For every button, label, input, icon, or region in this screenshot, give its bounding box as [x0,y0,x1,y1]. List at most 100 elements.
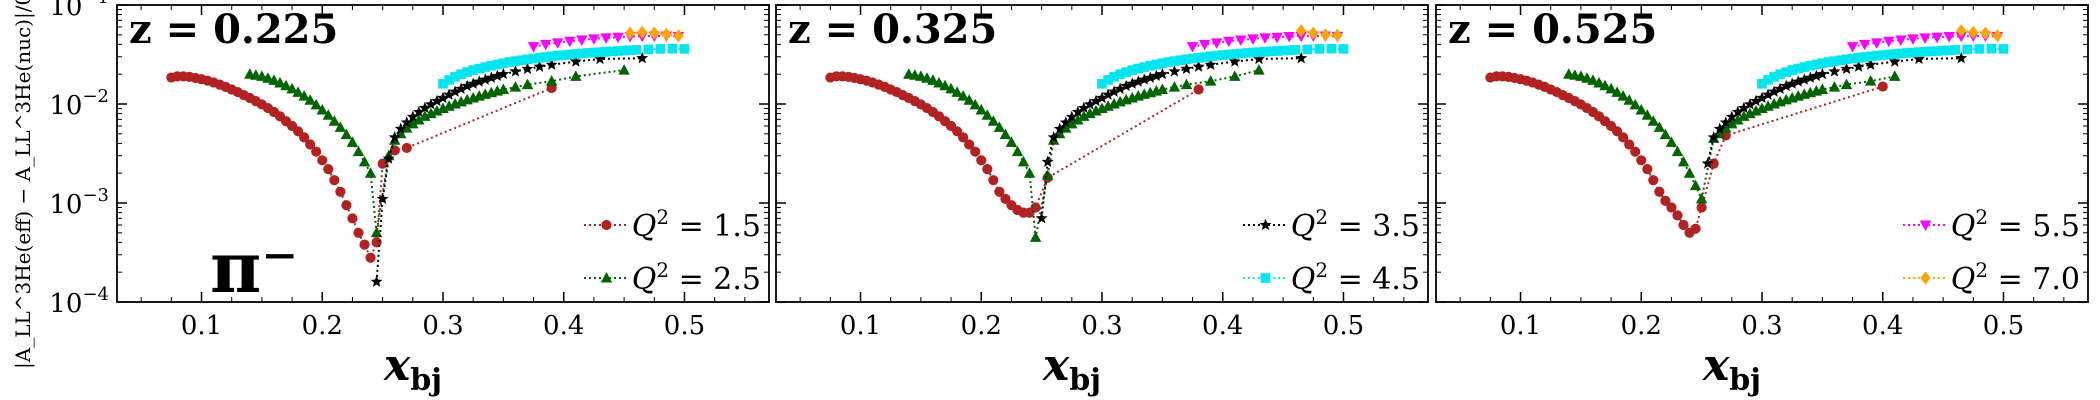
series-line [375,57,643,282]
data-point [1083,98,1096,110]
data-point [612,32,624,44]
data-point [945,82,957,94]
data-point [364,167,377,178]
data-point [1846,42,1859,53]
x-axis-label: xbj [1042,340,1101,398]
data-point [1653,121,1666,132]
legend-label: Q2 = 7.0 [1951,258,2080,297]
x-tick-label: 0.5 [664,311,705,341]
data-point [552,38,564,49]
data-point [376,192,389,204]
series-1 [1485,71,1888,238]
data-point [497,83,510,95]
x-tick-label: 0.2 [302,311,343,341]
axes-frame [1435,4,2089,303]
data-point [1671,145,1684,157]
data-point [1193,84,1204,95]
data-point [976,155,987,166]
data-point [631,45,641,55]
legend-marker [600,272,613,283]
data-point [1623,94,1635,105]
x-tick-label: 0.1 [181,311,222,341]
data-point [981,109,993,120]
data-point [1581,72,1593,83]
data-point [1647,115,1660,126]
data-point [1035,212,1048,224]
data-point [939,79,951,91]
data-point [1599,79,1611,91]
data-point [1302,44,1313,55]
data-point [999,128,1012,140]
x-tick-label: 0.4 [1202,311,1243,341]
axes-frame [116,4,770,303]
series-2 [903,64,1265,242]
x-tick-label: 0.1 [840,311,881,341]
data-point [1677,155,1690,167]
data-point [1011,145,1024,157]
data-point [1980,26,1991,40]
data-point [957,90,969,101]
data-point [359,239,370,250]
data-point [1877,81,1888,92]
data-point [1678,219,1689,231]
data-point [1852,60,1865,72]
x-tick-label: 0.5 [1323,311,1364,341]
data-point [473,75,486,87]
data-point [1792,75,1805,87]
data-point [1648,175,1659,186]
series-6 [1956,24,2003,43]
data-point [1666,202,1677,213]
data-point [328,115,341,126]
data-point [982,164,993,175]
y-axis-label: |A_LL^3He(eff) − A_LL^3He(nuc)|/0.03 [11,0,36,369]
series-4 [438,43,690,89]
data-point [443,88,456,100]
plot-area [166,25,690,287]
data-point [1659,128,1672,140]
panel-title: z = 0.225 [129,6,338,53]
data-point [485,71,498,83]
series-3 [370,51,649,287]
data-point [424,98,437,110]
data-point [673,29,684,43]
data-point [1871,38,1883,49]
data-point [1223,36,1235,48]
data-point [1114,82,1127,95]
data-point [1132,75,1145,87]
data-point [1308,26,1319,40]
x-axis-label: xbj [1702,340,1761,398]
legend-label: Q2 = 1.5 [632,205,761,244]
data-point [1749,94,1762,107]
data-point [1605,82,1617,94]
data-point [527,42,540,53]
data-point [1630,146,1641,157]
data-point [521,62,534,75]
legend-label: Q2 = 4.5 [1291,258,1420,297]
data-point [1828,81,1841,92]
data-point [317,155,328,166]
data-point [1593,76,1605,88]
data-point [1180,78,1193,90]
data-point [286,82,298,94]
data-point [545,58,558,70]
data-point [347,213,358,224]
data-point [1720,122,1732,133]
data-point [1732,113,1744,125]
data-point [1071,105,1084,118]
data-point [1635,103,1647,115]
data-point [1889,70,1901,81]
data-point [1295,51,1308,64]
data-point [1204,75,1217,86]
legend: Q2 = 3.5 Q2 = 4.5 [1243,205,1420,297]
legend: Q2 = 1.5 Q2 = 2.5 [584,205,761,297]
data-point [1247,34,1259,45]
particle-annotation: π⁻ [210,226,298,309]
data-point [1096,91,1108,104]
data-point [1629,98,1641,110]
data-point [1029,231,1042,242]
data-point [988,175,999,186]
data-point [649,26,660,40]
data-point [292,86,304,97]
data-point [1156,83,1169,95]
data-point [1332,28,1343,42]
